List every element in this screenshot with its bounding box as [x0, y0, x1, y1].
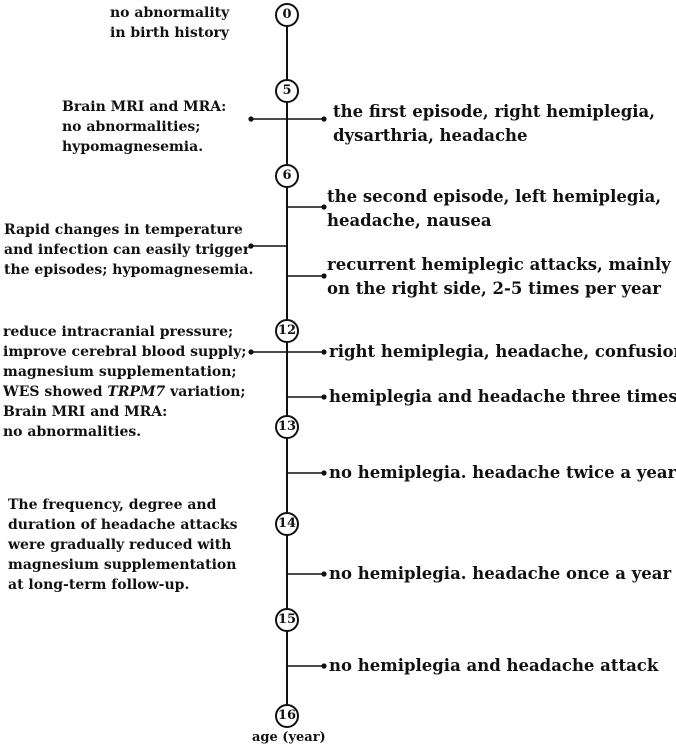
- left-connectors: [252, 118, 287, 353]
- right-event-once: no hemiplegia. headache once a year: [329, 562, 671, 586]
- right-event-line: recurrent hemiplegic attacks, mainly: [327, 255, 671, 274]
- right-event-recurrent: recurrent hemiplegic attacks, mainly on …: [327, 253, 671, 301]
- dot-left-2: [248, 243, 254, 249]
- milestone-age-14: 14: [275, 512, 299, 536]
- dot-right-4: [321, 349, 327, 355]
- left-dots: [248, 116, 254, 355]
- left-note-mri-1: Brain MRI and MRA: no abnormalities; hyp…: [62, 97, 226, 157]
- left-note-line: no abnormalities.: [3, 424, 142, 440]
- dot-right-5: [321, 394, 327, 400]
- milestone-age-16: 16: [275, 704, 299, 728]
- right-event-first-episode: the first episode, right hemiplegia, dys…: [333, 100, 655, 148]
- left-note-line: magnesium supplementation;: [3, 364, 237, 380]
- right-event-three-times: hemiplegia and headache three times a: [329, 385, 676, 409]
- left-note-line: Brain MRI and MRA:: [62, 99, 227, 115]
- right-event-line: dysarthria, headache: [333, 126, 528, 145]
- left-note-line: in birth history: [110, 25, 230, 41]
- milestone-age-5: 5: [275, 79, 299, 103]
- wes-prefix: WES showed: [3, 384, 108, 400]
- right-event-line: right hemiplegia, headache, confusion: [329, 342, 676, 361]
- left-note-line: no abnormality: [110, 5, 230, 21]
- right-event-no-attack: no hemiplegia and headache attack: [329, 654, 658, 678]
- right-event-line: headache, nausea: [327, 211, 492, 230]
- dot-right-7: [321, 571, 327, 577]
- dot-left-3: [248, 349, 254, 355]
- right-event-line: the second episode, left hemiplegia,: [327, 187, 662, 206]
- dot-right-2: [321, 204, 327, 210]
- left-note-line: hypomagnesemia.: [62, 139, 204, 155]
- milestone-age-0: 0: [275, 3, 299, 27]
- left-note-treatment: reduce intracranial pressure; improve ce…: [3, 322, 246, 442]
- left-note-line: no abnormalities;: [62, 119, 201, 135]
- left-note-line: at long-term follow-up.: [8, 577, 190, 593]
- right-event-line: on the right side, 2-5 times per year: [327, 279, 661, 298]
- right-event-line: no hemiplegia. headache once a year: [329, 564, 672, 583]
- right-event-line: the first episode, right hemiplegia,: [333, 102, 655, 121]
- left-note-line: improve cerebral blood supply;: [3, 344, 247, 360]
- left-note-line: and infection can easily trigger: [4, 242, 251, 258]
- right-event-line: no hemiplegia. headache twice a year: [329, 463, 676, 482]
- wes-suffix: variation;: [165, 384, 246, 400]
- milestone-age-12: 12: [275, 319, 299, 343]
- left-note-line: WES showed TRPM7 variation;: [3, 382, 246, 402]
- right-event-age12: right hemiplegia, headache, confusion: [329, 340, 676, 364]
- dot-right-8: [321, 663, 327, 669]
- milestone-age-15: 15: [275, 608, 299, 632]
- left-note-birth: no abnormality in birth history: [110, 3, 229, 43]
- right-event-line: no hemiplegia and headache attack: [329, 656, 659, 675]
- dot-left-1: [248, 116, 254, 122]
- right-dots: [321, 116, 327, 669]
- milestone-age-13: 13: [275, 415, 299, 439]
- right-connectors: [287, 118, 322, 667]
- left-note-triggers: Rapid changes in temperature and infecti…: [4, 220, 253, 280]
- left-note-line: were gradually reduced with: [8, 537, 232, 553]
- left-note-line: reduce intracranial pressure;: [3, 324, 234, 340]
- dot-right-3: [321, 273, 327, 279]
- left-note-line: Rapid changes in temperature: [4, 222, 243, 238]
- left-note-line: Brain MRI and MRA:: [3, 404, 168, 420]
- gene-name: TRPM7: [107, 384, 166, 400]
- right-event-second-episode: the second episode, left hemiplegia, hea…: [327, 185, 661, 233]
- right-event-line: hemiplegia and headache three times a: [329, 387, 676, 406]
- dot-right-6: [321, 470, 327, 476]
- left-note-line: The frequency, degree and: [8, 497, 217, 513]
- axis-label: age (year): [252, 730, 326, 745]
- left-note-line: magnesium supplementation: [8, 557, 237, 573]
- left-note-followup: The frequency, degree and duration of he…: [8, 495, 238, 595]
- left-note-line: the episodes; hypomagnesemia.: [4, 262, 254, 278]
- dot-right-1: [321, 116, 327, 122]
- left-note-line: duration of headache attacks: [8, 517, 238, 533]
- right-event-twice: no hemiplegia. headache twice a year: [329, 461, 676, 485]
- milestone-age-6: 6: [275, 164, 299, 188]
